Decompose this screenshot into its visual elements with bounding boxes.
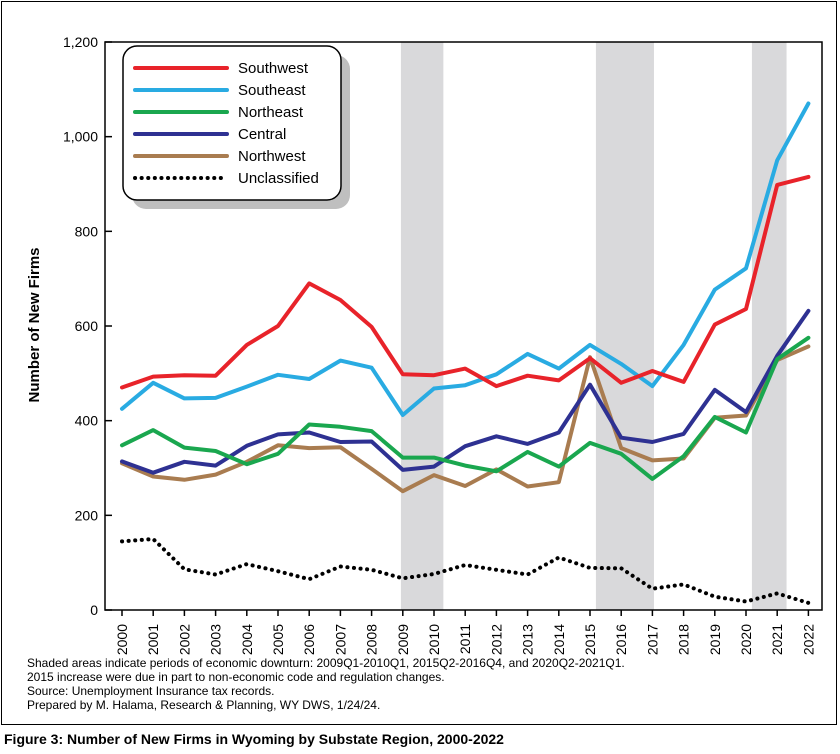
y-tick-label: 1,200 (63, 34, 98, 50)
downturn-shading (400, 42, 787, 610)
x-tick-label: 2009 (395, 624, 411, 655)
x-tick-label: 2013 (520, 624, 536, 655)
legend-label-central: Central (238, 126, 286, 143)
figure-frame: 0 200 400 600 800 1,000 1,200 2000 2001 2002 2003… (1, 1, 837, 725)
series-line-southeast (120, 101, 811, 417)
y-tick-label: 400 (75, 413, 99, 429)
legend-box (122, 45, 342, 201)
x-tick-label: 2003 (208, 624, 224, 655)
x-tick-label: 2022 (800, 624, 816, 655)
plot-border (104, 41, 823, 611)
x-tick-label: 2019 (707, 624, 723, 655)
shaded-period-1 (400, 42, 444, 610)
x-tick-label: 2005 (270, 624, 286, 655)
chart: 0 200 400 600 800 1,000 1,200 2000 2001 2002 2003… (26, 34, 823, 655)
y-tick-label: 1,000 (63, 129, 98, 145)
x-tick-label: 2010 (426, 624, 442, 655)
x-tick-label: 2012 (488, 624, 504, 655)
y-axis-label: Number of New Firms (26, 247, 43, 402)
x-tick-label: 2002 (176, 624, 192, 655)
y-axis-ticks: 0 200 400 600 800 1,000 1,200 (63, 34, 112, 618)
x-axis-ticks: 2000 2001 2002 2003 2004 2005 2006 2007 2008 2009… (114, 610, 816, 655)
series-lines (120, 101, 811, 605)
legend: Southwest Southeast Northeast Central Northw… (122, 45, 350, 209)
x-tick-label: 2014 (551, 624, 567, 655)
legend-label-southeast: Southeast (238, 82, 306, 99)
shaded-period-2 (595, 42, 654, 610)
series-line-central (120, 308, 811, 475)
x-tick-label: 2017 (644, 624, 660, 655)
y-tick-label: 200 (75, 507, 99, 523)
series-line-southwest (120, 174, 811, 390)
legend-label-southwest: Southwest (238, 60, 309, 77)
x-tick-label: 2001 (145, 624, 161, 655)
y-tick-label: 600 (75, 318, 99, 334)
shaded-period-3 (751, 42, 787, 610)
x-tick-label: 2006 (301, 624, 317, 655)
y-tick-label: 0 (90, 602, 98, 618)
figure-caption: Figure 3: Number of New Firms in Wyoming… (4, 731, 504, 747)
note-shading: Shaded areas indicate periods of economi… (27, 656, 625, 670)
x-tick-label: 2016 (613, 624, 629, 655)
x-tick-label: 2004 (239, 624, 255, 655)
x-tick-label: 2000 (114, 624, 130, 655)
x-tick-label: 2018 (676, 624, 692, 655)
series-line-unclassified (120, 537, 811, 605)
x-tick-label: 2020 (738, 624, 754, 655)
series-line-northeast (120, 335, 811, 481)
x-tick-label: 2008 (364, 624, 380, 655)
legend-label-northeast: Northeast (238, 104, 304, 121)
chart-notes: Shaded areas indicate periods of economi… (27, 656, 625, 712)
note-2015: 2015 increase were due in part to non-ec… (27, 670, 445, 684)
note-prepared-by: Prepared by M. Halama, Research & Planni… (27, 698, 381, 712)
x-tick-label: 2021 (769, 624, 785, 655)
x-tick-label: 2007 (332, 624, 348, 655)
note-source: Source: Unemployment Insurance tax recor… (27, 684, 275, 698)
legend-label-unclassified: Unclassified (238, 170, 319, 187)
legend-label-northwest: Northwest (238, 148, 306, 165)
y-tick-label: 800 (75, 223, 99, 239)
x-tick-label: 2011 (457, 624, 473, 654)
x-tick-label: 2015 (582, 624, 598, 655)
